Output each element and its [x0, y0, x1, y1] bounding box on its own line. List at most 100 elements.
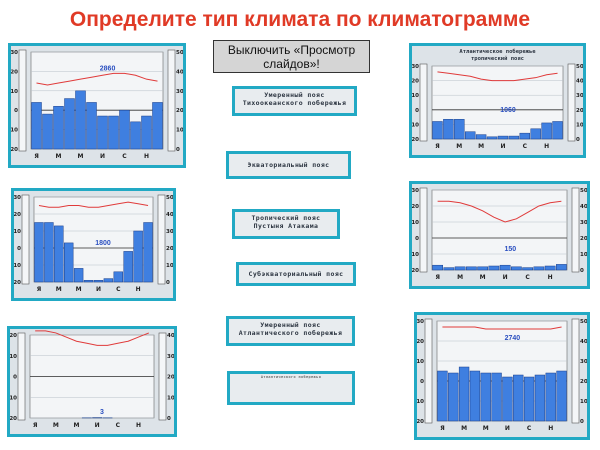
chart-header-line: Атлантическое побережье	[459, 48, 536, 55]
precipitation-tick-label: 0	[166, 280, 170, 286]
precipitation-tick-label: 400	[176, 69, 183, 75]
precipitation-tick-label: 100	[580, 399, 587, 405]
precipitation-tick-label: 400	[167, 333, 174, 339]
precipitation-bar	[469, 370, 481, 422]
precipitation-bar	[152, 102, 163, 150]
precipitation-bar	[108, 115, 119, 150]
precipitation-bar	[93, 280, 104, 283]
precipitation-bar	[86, 102, 97, 150]
temperature-tick-label: -10	[14, 263, 21, 269]
annual-precipitation-label: 2740	[505, 335, 521, 342]
precipitation-bar	[141, 115, 152, 150]
answer-line: Тихоокеанского побережья	[242, 99, 347, 107]
precipitation-tick-label: 500	[166, 195, 173, 201]
answer-tropical-atacama[interactable]: Тропический пояс Пустыня Атакама	[232, 209, 340, 239]
precipitation-bar	[545, 372, 556, 422]
month-label: Н	[548, 274, 553, 281]
precipitation-bar	[488, 265, 500, 271]
precipitation-bar	[73, 268, 84, 283]
answer-line: Умеренный пояс	[260, 321, 321, 329]
precipitation-bar	[530, 128, 541, 140]
annual-precipitation-label: 2860	[100, 65, 116, 72]
annual-precipitation-label: 1060	[500, 107, 516, 114]
precipitation-bar	[497, 135, 509, 140]
temperature-tick-label: 0	[13, 375, 17, 381]
plot-area	[431, 189, 568, 271]
precipitation-bar	[443, 267, 455, 271]
temperature-tick-label: 30	[412, 188, 419, 194]
temperature-tick-label: 10	[417, 359, 424, 365]
precipitation-bar	[143, 222, 153, 283]
chart-header-line: тропический пояс	[471, 56, 524, 62]
month-label: Я	[33, 422, 38, 429]
precipitation-bar	[519, 132, 531, 140]
temperature-tick-label: 20	[10, 333, 17, 339]
precipitation-bar	[31, 102, 42, 150]
month-label: М	[78, 153, 84, 160]
month-label: С	[523, 143, 528, 150]
month-label: С	[525, 274, 530, 281]
temperature-tick-label: 0	[17, 246, 21, 252]
precipitation-tick-label: 100	[166, 263, 173, 269]
month-label: М	[456, 143, 462, 150]
precipitation-bar	[42, 113, 53, 150]
precipitation-tick-label: 300	[580, 359, 587, 365]
temperature-tick-label: -20	[11, 147, 18, 153]
precipitation-bar	[123, 251, 133, 283]
month-label: М	[478, 143, 484, 150]
answer-subequatorial[interactable]: Субэкваториальный пояс	[236, 262, 356, 286]
precipitation-tick-label: 200	[166, 246, 173, 252]
temperature-tick-label: -20	[14, 280, 21, 286]
answer-temperate-pacific[interactable]: Умеренный пояс Тихоокеанского побережья	[232, 86, 357, 116]
disable-slideshow-button[interactable]: Выключить «Просмотр слайдов»!	[213, 40, 370, 73]
precipitation-tick-label: 300	[176, 89, 183, 95]
climatogram-panel-top-right: Атлантическое побережье тропический пояс 3…	[409, 43, 586, 158]
temperature-tick-label: -20	[412, 137, 419, 143]
month-label: С	[122, 153, 127, 160]
answer-partial-strip[interactable]: Атлантического побережья	[227, 371, 355, 405]
precipitation-bar	[432, 264, 443, 271]
precipitation-tick-label: 100	[580, 252, 587, 258]
precipitation-bar	[511, 266, 522, 271]
precipitation-bar	[54, 225, 64, 283]
precipitation-axis-bar	[567, 63, 576, 142]
precipitation-bar	[64, 98, 75, 150]
month-label: И	[100, 153, 105, 160]
temperature-tick-label: -10	[417, 399, 424, 405]
annual-precipitation-label: 3	[100, 409, 104, 416]
precipitation-tick-label: 100	[167, 395, 174, 401]
precipitation-bar	[475, 134, 487, 140]
temperature-tick-label: 0	[415, 108, 419, 114]
answer-equatorial[interactable]: Экваториальный пояс	[226, 151, 351, 179]
month-label: И	[95, 422, 100, 429]
precipitation-bar	[454, 266, 466, 271]
month-label: М	[76, 286, 82, 293]
answer-temperate-atlantic[interactable]: Умеренный пояс Атлантического побережья	[226, 316, 355, 346]
precipitation-bar	[523, 376, 535, 422]
temperature-tick-label: 20	[412, 204, 419, 210]
plot-area	[30, 51, 164, 150]
precipitation-bar	[486, 136, 498, 140]
precipitation-tick-label: 500	[576, 64, 583, 70]
precipitation-bar	[541, 122, 552, 140]
temperature-tick-label: 30	[412, 64, 419, 70]
month-label: Н	[144, 153, 149, 160]
month-label: С	[527, 425, 532, 432]
temperature-tick-label: 30	[417, 319, 424, 325]
precipitation-bar	[44, 222, 54, 283]
month-label: Н	[544, 143, 549, 150]
precipitation-tick-label: 300	[576, 93, 583, 99]
month-label: Я	[37, 286, 42, 293]
precipitation-axis-bar	[157, 194, 166, 285]
temperature-tick-label: -10	[412, 252, 419, 258]
precipitation-tick-label: 200	[580, 379, 587, 385]
precipitation-bar	[508, 135, 520, 140]
precipitation-bar	[552, 121, 563, 140]
precipitation-bar	[133, 230, 143, 283]
precipitation-tick-label: 100	[576, 122, 583, 128]
precipitation-bar	[534, 374, 546, 422]
precipitation-tick-label: 0	[176, 147, 180, 153]
